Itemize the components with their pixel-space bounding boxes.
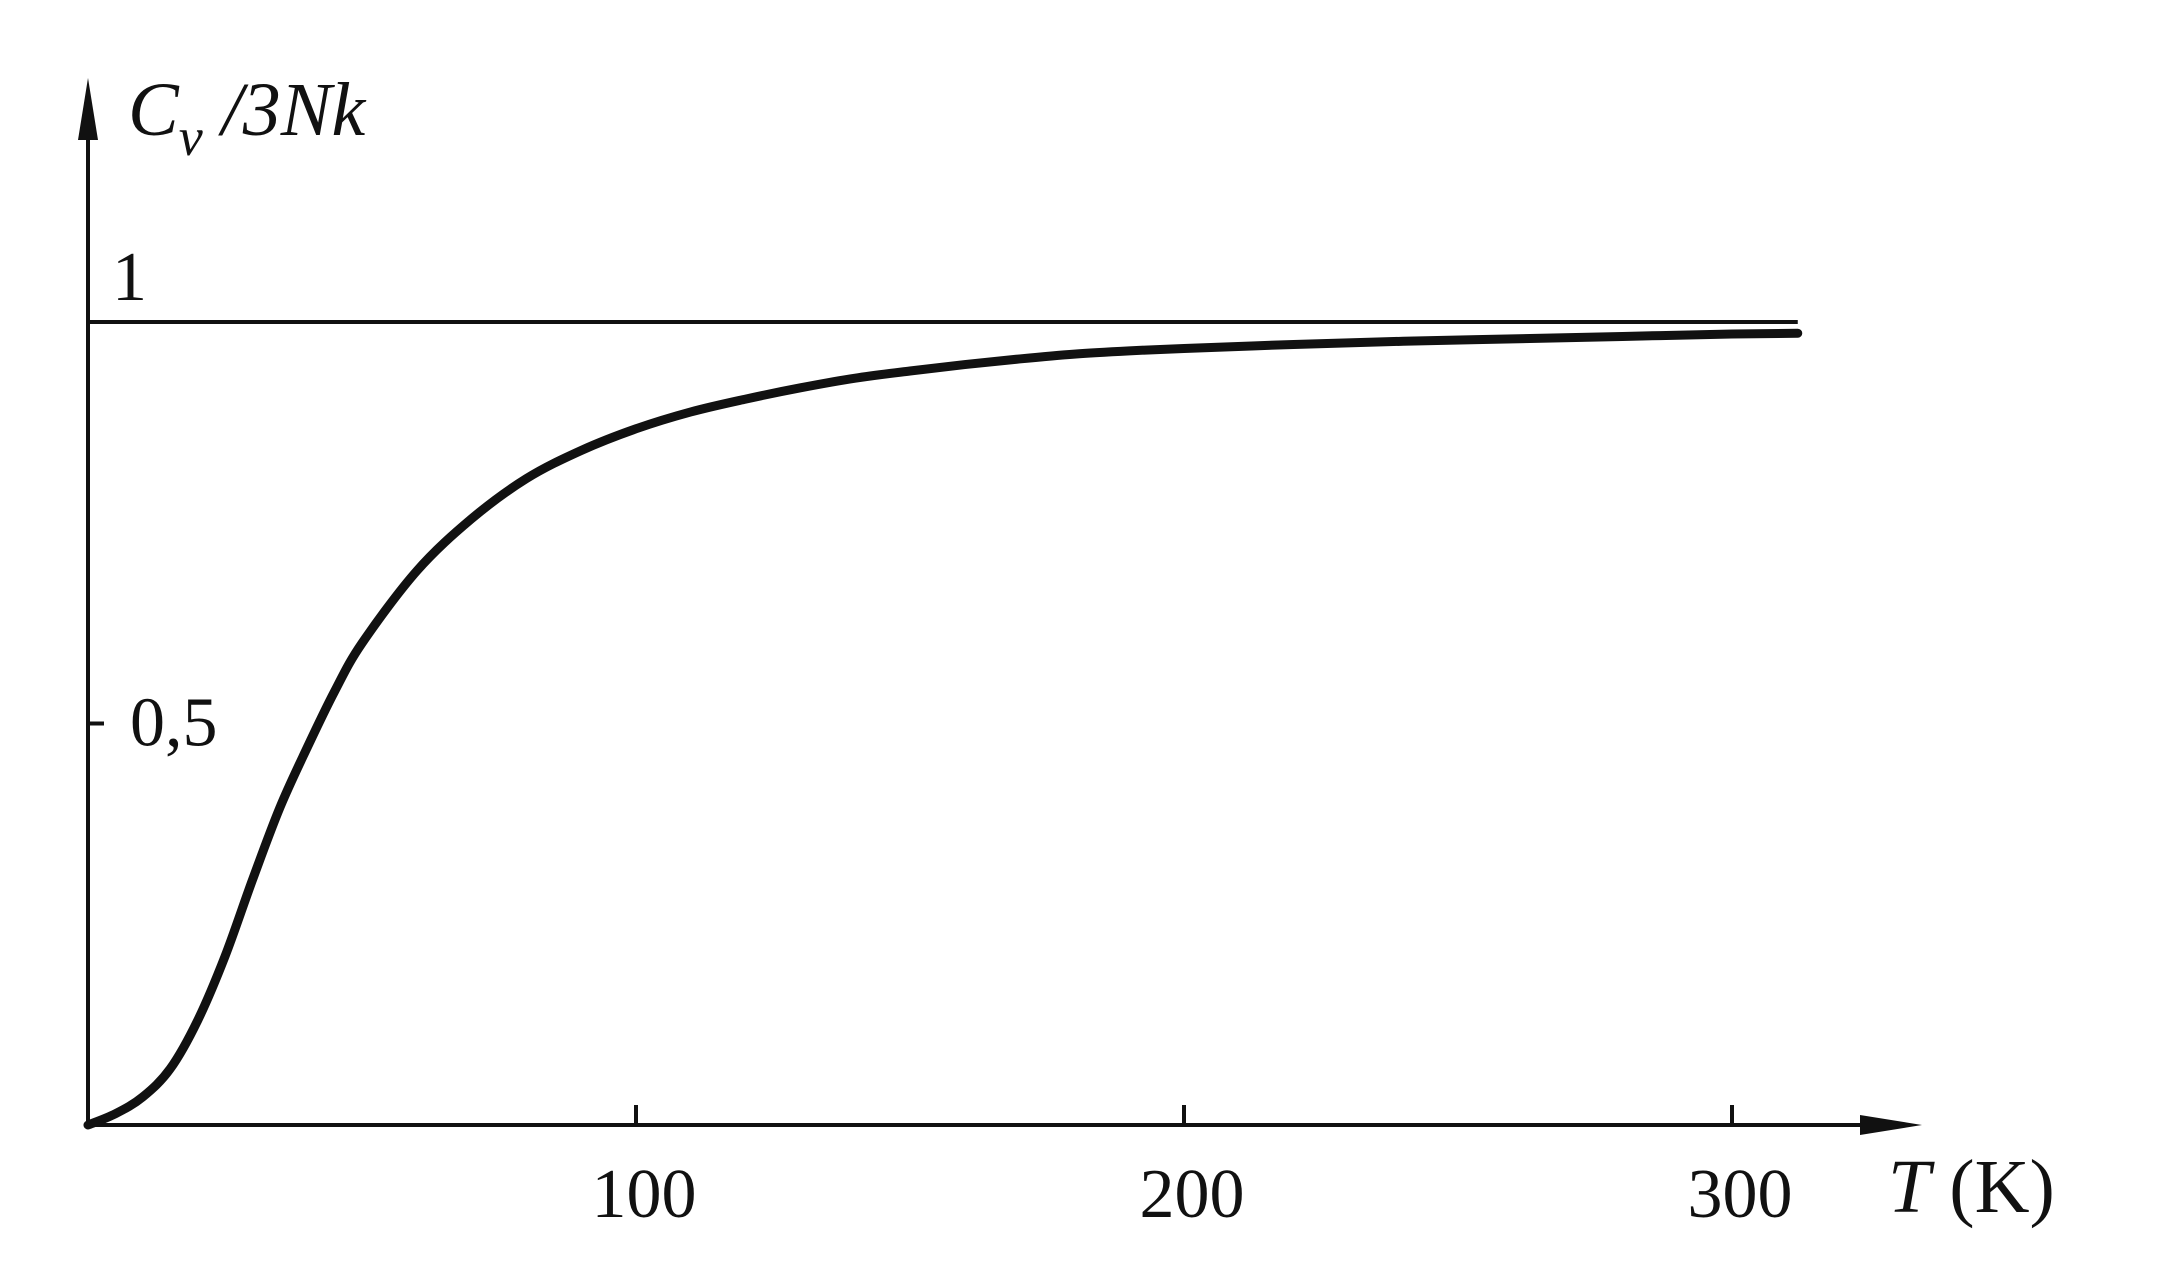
x-axis-title-unit: (K) — [1930, 1145, 2055, 1229]
y-tick-label-0-5: 0,5 — [130, 685, 218, 762]
y-axis-title: Cv /3Nk — [128, 68, 366, 167]
x-axis-arrowhead — [1860, 1115, 1922, 1135]
axes — [78, 78, 1922, 1135]
y-axis-title-suffix: /3Nk — [203, 68, 367, 152]
x-tick-label-100: 100 — [592, 1156, 697, 1233]
y-axis-title-subscript: v — [179, 107, 203, 167]
series-group — [83, 328, 1803, 1130]
ticks-group: 100 200 300 0,5 1 — [88, 239, 1793, 1233]
x-tick-label-300: 300 — [1688, 1156, 1793, 1233]
y-axis-title-prefix: C — [128, 68, 180, 152]
y-tick-label-1: 1 — [112, 239, 147, 316]
x-axis-title: T (K) — [1888, 1145, 2055, 1229]
y-axis-arrowhead — [78, 78, 98, 140]
series-line-0 — [83, 328, 1803, 1130]
x-axis-title-symbol: T — [1888, 1145, 1935, 1229]
x-tick-label-200: 200 — [1140, 1156, 1245, 1233]
